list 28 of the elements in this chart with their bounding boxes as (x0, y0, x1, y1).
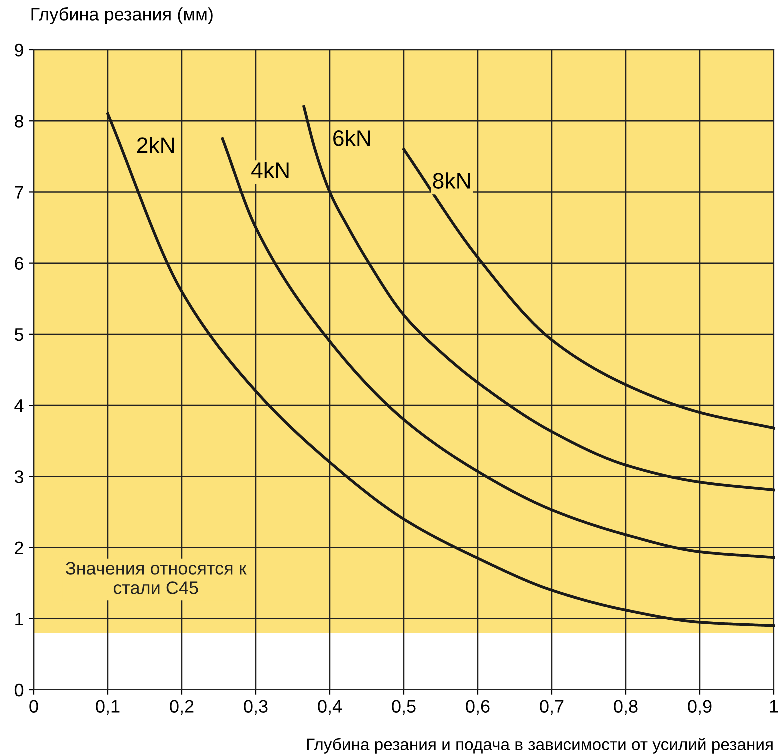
series-label: 4kN (252, 162, 289, 178)
x-tick-label: 0,2 (170, 700, 194, 716)
y-tick-label: 8 (15, 115, 24, 128)
y-tick-label: 0 (14, 684, 24, 697)
y-tick-label: 9 (15, 44, 24, 57)
series-label: 8kN (433, 172, 470, 189)
x-tick-label: 0,1 (96, 700, 120, 716)
y-tick-label: 5 (14, 328, 24, 342)
y-tick-label: 6 (15, 257, 24, 270)
x-tick-label: 0,8 (614, 700, 638, 716)
series-label: 2kN (137, 137, 174, 154)
y-tick-label: 4 (14, 400, 24, 412)
x-axis-title: Глубина резания и подача в зависимости от усилий резания (307, 738, 773, 754)
x-tick-label: 1 (770, 700, 778, 713)
y-tick-label: 7 (15, 186, 24, 199)
x-tick-label: 0,7 (540, 700, 564, 716)
x-tick-label: 0,3 (244, 700, 268, 716)
x-tick-label: 0,6 (466, 700, 490, 716)
annotation: Значения относятся к стали С45 (66, 562, 247, 594)
y-tick-label: 1 (16, 613, 24, 626)
x-tick-label: 0,4 (318, 700, 342, 716)
x-tick-label: 0,9 (688, 700, 712, 716)
series-label: 6kN (334, 130, 370, 146)
x-tick-label: 0 (30, 700, 38, 713)
y-tick-label: 3 (14, 470, 24, 484)
y-axis-title: Глубина резания (мм) (32, 7, 213, 24)
x-tick-label: 0,5 (392, 700, 416, 716)
y-tick-label: 2 (15, 542, 24, 554)
